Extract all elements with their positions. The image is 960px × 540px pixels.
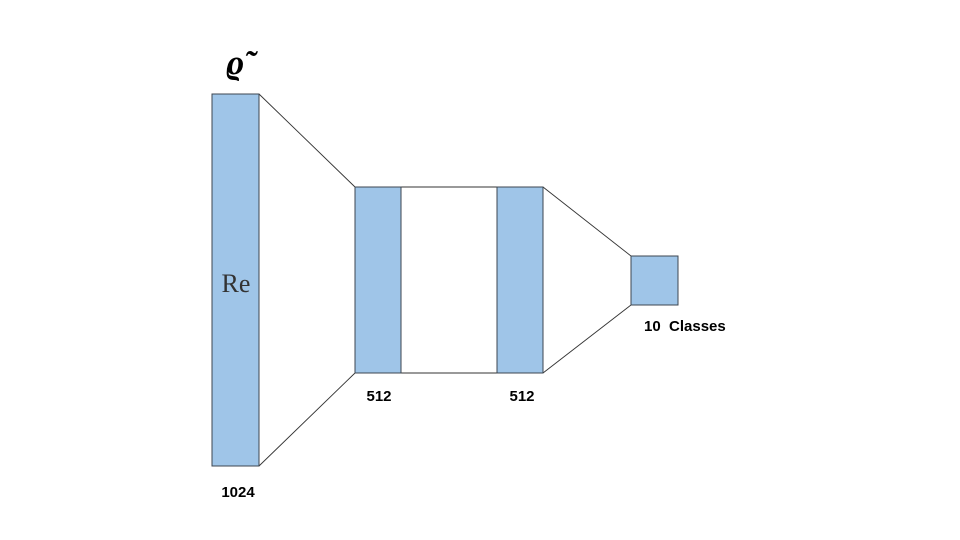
layer-input-size-label: 1024 [221,484,255,501]
layer-output-size-label: 10 Classes [644,318,726,335]
connector-hidden2-output-top [542,186,632,257]
layer-output [630,255,679,306]
connector-input-hidden1-bottom [258,372,356,467]
layer-hidden2 [496,186,544,374]
connector-input-hidden1-top [258,93,356,188]
input-symbol-label: ϱ̃ [226,45,259,82]
connector-hidden2-output-bottom [542,304,632,374]
layer-hidden1 [354,186,402,374]
input-inner-label: Re [222,269,251,298]
layer-hidden2-size-label: 512 [509,388,534,405]
layer-hidden1-size-label: 512 [366,388,391,405]
layer-input [211,93,260,467]
